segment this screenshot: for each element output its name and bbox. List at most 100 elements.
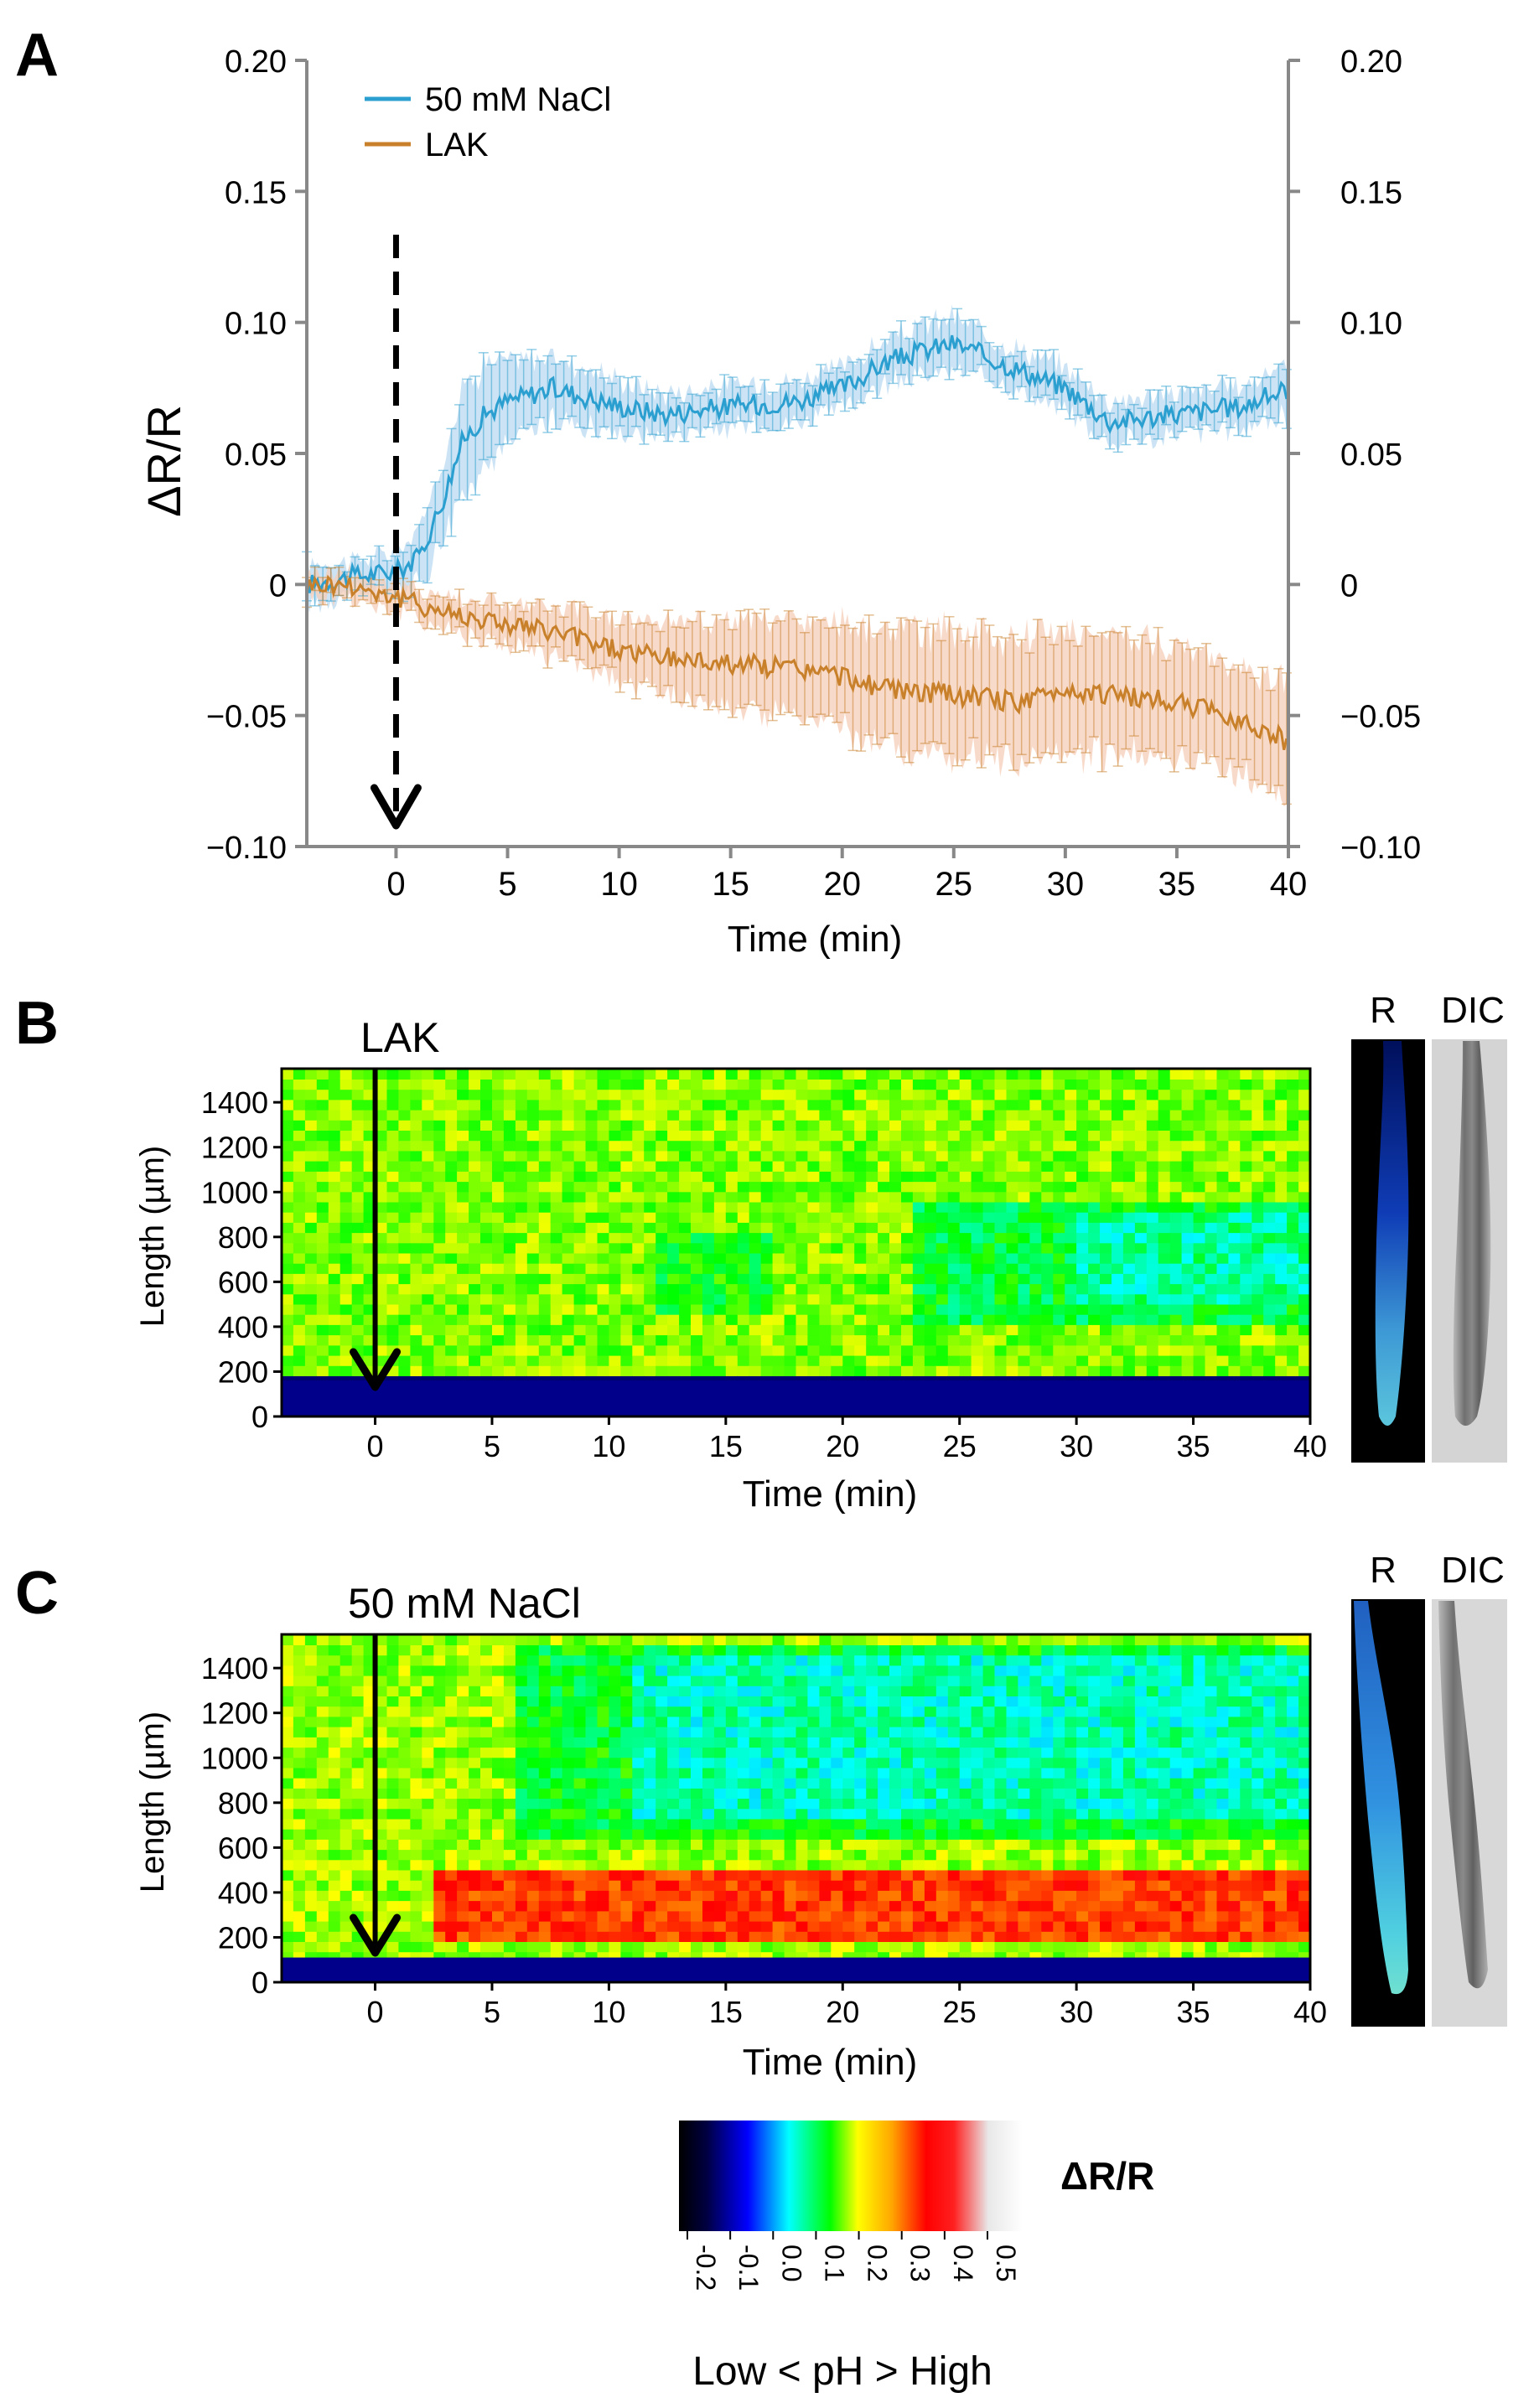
heatmap-cell (410, 1737, 423, 1748)
heatmap-cell (1181, 1120, 1195, 1131)
legend-label-lak: LAK (425, 127, 489, 163)
heatmap-cell (597, 1293, 610, 1305)
heatmap-cell (282, 1716, 294, 1727)
heatmap-cell (1006, 1150, 1019, 1162)
heatmap-cell (1088, 1324, 1101, 1336)
heatmap-cell (878, 1211, 890, 1223)
heatmap-cell (503, 1798, 516, 1810)
heatmap-cell (585, 1634, 599, 1645)
heatmap-cell (713, 1344, 727, 1356)
heatmap-cell (609, 1324, 622, 1336)
heatmap-cell (316, 1644, 329, 1656)
heatmap-cell (679, 1099, 692, 1111)
heatmap-cell (375, 1201, 388, 1213)
heatmap-cell (924, 1099, 937, 1111)
heatmap-cell (889, 1181, 902, 1193)
heatmap-cell (1158, 1283, 1171, 1295)
heatmap-cell (469, 1109, 481, 1121)
heatmap-cell (503, 1737, 516, 1748)
heatmap-cell (842, 1222, 855, 1234)
heatmap-cell (1029, 1242, 1043, 1254)
heatmap-cell (351, 1334, 365, 1346)
heatmap-cell (1287, 1242, 1299, 1254)
heatmap-cell (749, 1160, 762, 1172)
heatmap-cell (713, 1211, 727, 1223)
heatmap-cell (597, 1818, 610, 1830)
heatmap-cell (749, 1150, 762, 1162)
heatmap-cell (1228, 1365, 1241, 1376)
heatmap-cell (772, 1160, 785, 1172)
heatmap-cell (1065, 1334, 1077, 1346)
heatmap-cell (550, 1767, 563, 1779)
heatmap-cell (1287, 1069, 1299, 1080)
heatmap-cell (410, 1859, 423, 1871)
heatmap-cell (375, 1706, 388, 1717)
heatmap-cell (656, 1859, 668, 1871)
heatmap-cell (398, 1849, 412, 1861)
heatmap-cell (304, 1900, 318, 1912)
heatmap-cell (1263, 1171, 1276, 1183)
heatmap-cell (656, 1171, 668, 1183)
heatmap-cell (304, 1675, 318, 1686)
heatmap-cell (457, 1696, 469, 1707)
heatmap-cell (1146, 1140, 1159, 1152)
heatmap-cell (573, 1181, 587, 1193)
heatmap-cell (1181, 1365, 1195, 1376)
heatmap-cell (339, 1150, 353, 1162)
heatmap-cell (702, 1171, 715, 1183)
heatmap-cell (1252, 1181, 1264, 1193)
heatmap-cell (1100, 1242, 1112, 1254)
heatmap-cell (480, 1798, 493, 1810)
heatmap-cell (1112, 1130, 1124, 1142)
heatmap-cell (1263, 1303, 1276, 1315)
heatmap-cell (562, 1181, 575, 1193)
heatmap-cell (422, 1931, 434, 1942)
heatmap-cell (316, 1089, 329, 1100)
heatmap-cell (1076, 1079, 1089, 1090)
heatmap-cell (351, 1665, 365, 1676)
heatmap-cell (386, 1262, 400, 1274)
heatmap-cell (749, 1242, 762, 1254)
heatmap-cell (398, 1191, 412, 1203)
heatmap-cell (562, 1634, 575, 1645)
heatmap-cell (737, 1334, 750, 1346)
heatmap-cell (1193, 1191, 1206, 1203)
heatmap-cell (819, 1150, 832, 1162)
heatmap-cell (1076, 1120, 1089, 1131)
heatmap-cell (1122, 1222, 1136, 1234)
heatmap-cell (433, 1686, 446, 1696)
heatmap-cell (282, 1747, 294, 1758)
heatmap-cell (691, 1273, 703, 1285)
heatmap-cell (1298, 1252, 1311, 1264)
heatmap-cell (398, 1726, 412, 1737)
heatmap-cell (445, 1324, 458, 1336)
heatmap-cell (410, 1262, 423, 1274)
heatmap-cell (644, 1747, 656, 1758)
heatmap-cell (585, 1686, 599, 1696)
heatmap-cell (842, 1171, 855, 1183)
heatmap-cell (878, 1222, 890, 1234)
heatmap-cell (573, 1634, 587, 1645)
heatmap-cell (410, 1757, 423, 1768)
heatmap-cell (480, 1747, 493, 1758)
heatmap-cell (994, 1181, 1008, 1193)
heatmap-cell (469, 1859, 481, 1871)
heatmap-cell (1076, 1181, 1089, 1193)
heatmap-cell (573, 1089, 587, 1100)
heatmap-cell (1275, 1365, 1288, 1376)
heatmap-cell (725, 1171, 738, 1183)
heatmap-cell (538, 1747, 552, 1758)
heatmap-cell (503, 1839, 516, 1851)
heatmap-cell (550, 1140, 563, 1152)
heatmap-cell (1263, 1191, 1276, 1203)
heatmap-cell (1065, 1273, 1077, 1285)
heatmap-cell (282, 1706, 294, 1717)
heatmap-cell (609, 1242, 622, 1254)
heatmap-cell (632, 1273, 645, 1285)
heatmap-cell (609, 1737, 622, 1748)
heatmap-cell (632, 1069, 645, 1080)
heatmap-cell (644, 1171, 656, 1183)
heatmap-cell (562, 1191, 575, 1203)
heatmap-cell (328, 1726, 341, 1737)
heatmap-cell (573, 1900, 587, 1912)
